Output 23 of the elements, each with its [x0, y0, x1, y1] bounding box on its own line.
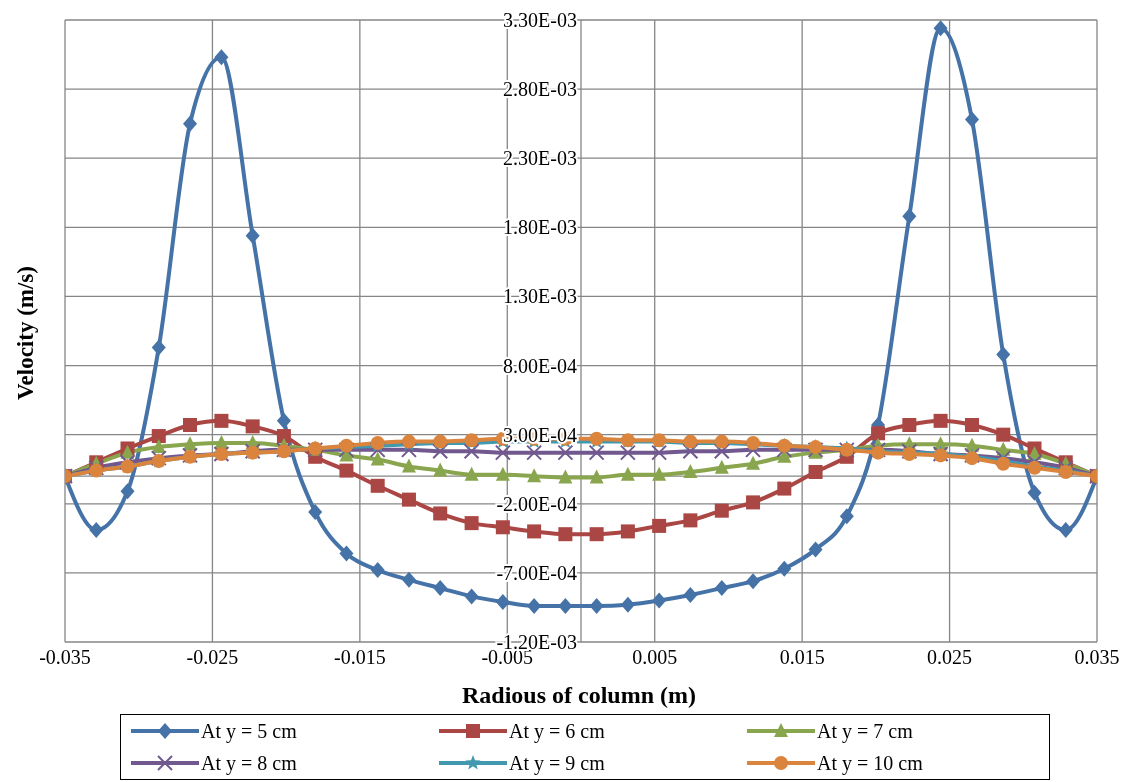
legend-label: At y = 8 cm [201, 751, 297, 775]
legend-label: At y = 5 cm [201, 719, 297, 743]
y-tick-label: 2.80E-03 [503, 78, 577, 101]
x-tick-label: 0.035 [1074, 646, 1120, 669]
y-tick-label: 1.80E-03 [503, 216, 577, 239]
x-tick-label: 0.005 [632, 646, 678, 669]
legend-label: At y = 6 cm [509, 719, 605, 743]
x-tick-label: -0.025 [186, 646, 239, 669]
y-tick-label: -2.00E-04 [496, 492, 577, 515]
y-tick-label: 1.30E-03 [503, 285, 577, 308]
x-tick-label: 0.015 [779, 646, 825, 669]
x-tick-label: 0.025 [927, 646, 973, 669]
y-tick-label: 2.30E-03 [503, 147, 577, 170]
y-tick-label: 3.30E-03 [503, 9, 577, 31]
y-tick-label: 8.00E-04 [503, 354, 577, 377]
x-tick-label: -0.015 [334, 646, 386, 669]
legend-label: At y = 7 cm [817, 719, 913, 743]
x-tick-label: -0.035 [39, 646, 91, 669]
y-axis-title: Velocity (m/s) [13, 266, 39, 400]
legend-label: At y = 10 cm [817, 751, 923, 775]
legend-label: At y = 9 cm [509, 751, 605, 775]
x-axis-title: Radious of column (m) [461, 682, 697, 709]
y-tick-label: -7.00E-04 [496, 561, 577, 584]
